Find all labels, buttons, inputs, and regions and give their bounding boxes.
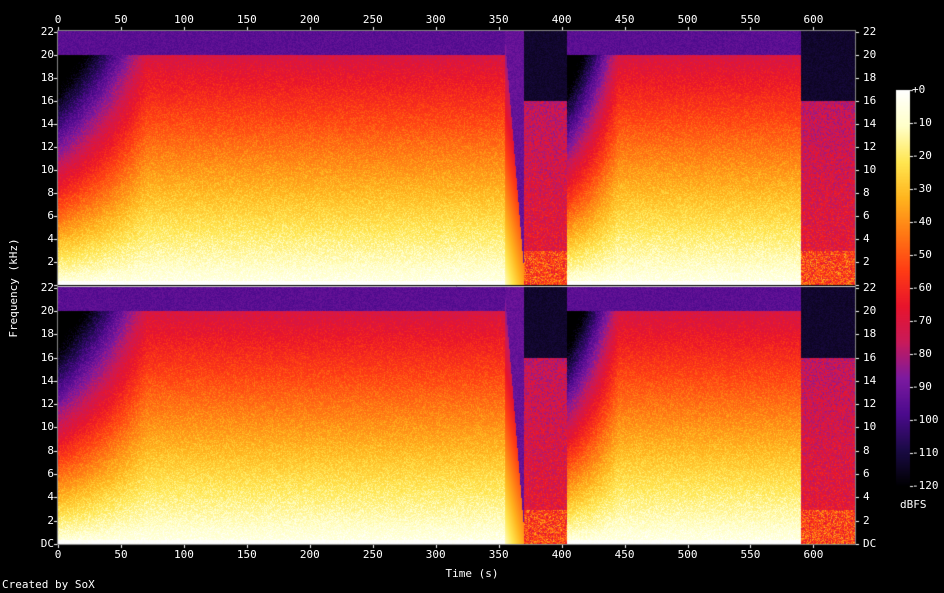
y-tick-label-left: 16 — [40, 93, 54, 107]
y-tick-label-left: 10 — [40, 162, 54, 176]
x-tick-label-bottom: 300 — [425, 548, 446, 561]
x-tick-label-top: 250 — [362, 13, 383, 26]
x-tick-label-bottom: 50 — [114, 548, 128, 561]
x-tick-label-top: 450 — [614, 13, 635, 26]
x-tick-label-top: 500 — [677, 13, 698, 26]
x-tick-label-top: 350 — [488, 13, 509, 26]
x-tick-label-top: 550 — [740, 13, 761, 26]
y-tick-label-right: 8 — [863, 443, 870, 457]
y-tick-label-left: 2 — [47, 254, 54, 268]
y-tick-label-right: DC — [863, 537, 877, 550]
x-tick-label-bottom: 450 — [614, 548, 635, 561]
y-tick-label-right: 16 — [863, 93, 877, 107]
colorbar-tick-label: -120 — [912, 479, 939, 492]
y-tick-label-left: 8 — [47, 185, 54, 199]
y-tick-label-left: 18 — [40, 70, 54, 84]
colorbar-tick-label: -110 — [912, 446, 939, 459]
y-tick-label-right: 12 — [863, 139, 877, 153]
x-tick-label-bottom: 400 — [551, 548, 572, 561]
y-tick-label-left: 20 — [40, 303, 54, 317]
y-tick-label-left: 10 — [40, 420, 54, 434]
y-tick-label-left: 20 — [40, 47, 54, 61]
x-tick-label-bottom: 550 — [740, 548, 761, 561]
x-tick-label-bottom: 600 — [803, 548, 824, 561]
y-tick-label-left: 22 — [40, 24, 54, 38]
x-tick-label-bottom: 250 — [362, 548, 383, 561]
colorbar-tick-label: -90 — [912, 380, 932, 393]
y-tick-label-left: 22 — [40, 280, 54, 294]
y-tick-label-right: 10 — [863, 420, 877, 434]
y-tick-label-right: 4 — [863, 490, 870, 504]
y-tick-label-right: 16 — [863, 350, 877, 364]
x-tick-label-bottom: 200 — [299, 548, 320, 561]
colorbar-tick-label: -10 — [912, 116, 932, 129]
x-tick-label-top: 200 — [299, 13, 320, 26]
y-tick-label-left: 6 — [47, 467, 54, 481]
y-tick-label-right: 22 — [863, 24, 877, 38]
colorbar-tick-label: -50 — [912, 248, 932, 261]
x-tick-label-bottom: 0 — [54, 548, 62, 561]
colorbar-unit-label: dBFS — [900, 498, 927, 511]
y-tick-label-right: 6 — [863, 467, 870, 481]
colorbar-tick-label: -20 — [912, 149, 932, 162]
colorbar-tick-label: -80 — [912, 347, 932, 360]
x-tick-label-top: 50 — [114, 13, 128, 26]
x-tick-label-top: 150 — [236, 13, 257, 26]
x-tick-label-bottom: 100 — [173, 548, 194, 561]
colorbar-tick-label: -60 — [912, 281, 932, 294]
x-tick-label-top: 300 — [425, 13, 446, 26]
y-tick-label-right: 18 — [863, 327, 877, 341]
y-tick-label-left: 4 — [47, 231, 54, 245]
colorbar-tick-label: -70 — [912, 314, 932, 327]
y-tick-label-left: 14 — [40, 116, 54, 130]
y-tick-label-right: 4 — [863, 231, 870, 245]
y-tick-label-right: 8 — [863, 185, 870, 199]
colorbar-tick-label: +0 — [912, 83, 926, 96]
y-tick-label-left: 8 — [47, 443, 54, 457]
y-tick-label-left: 12 — [40, 397, 54, 411]
y-tick-label-right: 2 — [863, 254, 870, 268]
y-tick-label-right: 10 — [863, 162, 877, 176]
x-tick-label-bottom: 350 — [488, 548, 509, 561]
y-tick-label-right: 12 — [863, 397, 877, 411]
y-tick-label-right: 18 — [863, 70, 877, 84]
y-tick-label-right: 14 — [863, 116, 877, 130]
y-tick-label-left: 12 — [40, 139, 54, 153]
y-tick-label-left: 2 — [47, 513, 54, 527]
y-tick-label-left: DC — [40, 537, 54, 550]
x-axis-label: Time (s) — [445, 567, 499, 580]
y-tick-label-right: 6 — [863, 208, 870, 222]
x-tick-label-top: 0 — [54, 13, 62, 26]
y-tick-label-right: 20 — [863, 303, 877, 317]
x-tick-label-top: 400 — [551, 13, 572, 26]
x-tick-label-top: 600 — [803, 13, 824, 26]
y-tick-label-right: 20 — [863, 47, 877, 61]
x-tick-label-top: 100 — [173, 13, 194, 26]
y-tick-label-right: 22 — [863, 280, 877, 294]
x-tick-label-bottom: 500 — [677, 548, 698, 561]
y-tick-label-right: 2 — [863, 513, 870, 527]
colorbar-tick-label: -30 — [912, 182, 932, 195]
x-tick-label-bottom: 150 — [236, 548, 257, 561]
credit-text: Created by SoX — [2, 578, 95, 591]
y-tick-label-right: 14 — [863, 373, 877, 387]
y-tick-label-left: 4 — [47, 490, 54, 504]
y-tick-label-left: 16 — [40, 350, 54, 364]
y-tick-label-left: 14 — [40, 373, 54, 387]
colorbar-tick-label: -40 — [912, 215, 932, 228]
colorbar-tick-label: -100 — [912, 413, 939, 426]
y-tick-label-left: 18 — [40, 327, 54, 341]
y-tick-label-left: 6 — [47, 208, 54, 222]
